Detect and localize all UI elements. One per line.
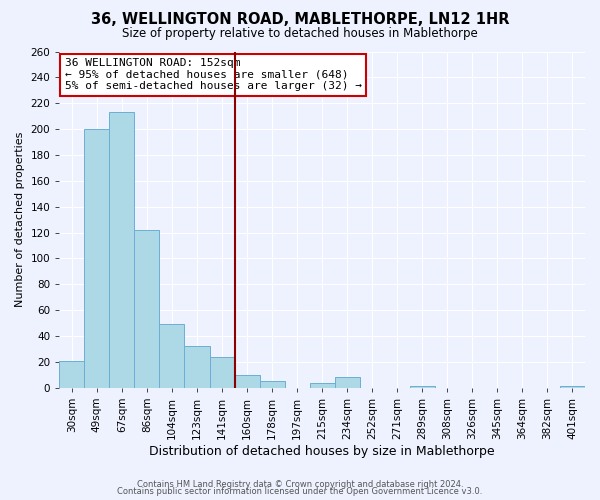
Text: 36 WELLINGTON ROAD: 152sqm
← 95% of detached houses are smaller (648)
5% of semi: 36 WELLINGTON ROAD: 152sqm ← 95% of deta… — [65, 58, 362, 92]
Text: Size of property relative to detached houses in Mablethorpe: Size of property relative to detached ho… — [122, 28, 478, 40]
Text: Contains public sector information licensed under the Open Government Licence v3: Contains public sector information licen… — [118, 487, 482, 496]
Bar — [59, 360, 85, 388]
Text: 36, WELLINGTON ROAD, MABLETHORPE, LN12 1HR: 36, WELLINGTON ROAD, MABLETHORPE, LN12 1… — [91, 12, 509, 28]
Bar — [109, 112, 134, 388]
Text: Contains HM Land Registry data © Crown copyright and database right 2024.: Contains HM Land Registry data © Crown c… — [137, 480, 463, 489]
Bar — [85, 129, 109, 388]
Bar — [560, 386, 585, 388]
Bar — [260, 382, 284, 388]
Bar — [184, 346, 209, 388]
Bar — [235, 375, 260, 388]
Bar — [160, 324, 184, 388]
Y-axis label: Number of detached properties: Number of detached properties — [15, 132, 25, 308]
Bar — [209, 356, 235, 388]
Bar — [335, 378, 360, 388]
Bar — [410, 386, 435, 388]
Bar — [134, 230, 160, 388]
X-axis label: Distribution of detached houses by size in Mablethorpe: Distribution of detached houses by size … — [149, 444, 495, 458]
Bar — [310, 382, 335, 388]
